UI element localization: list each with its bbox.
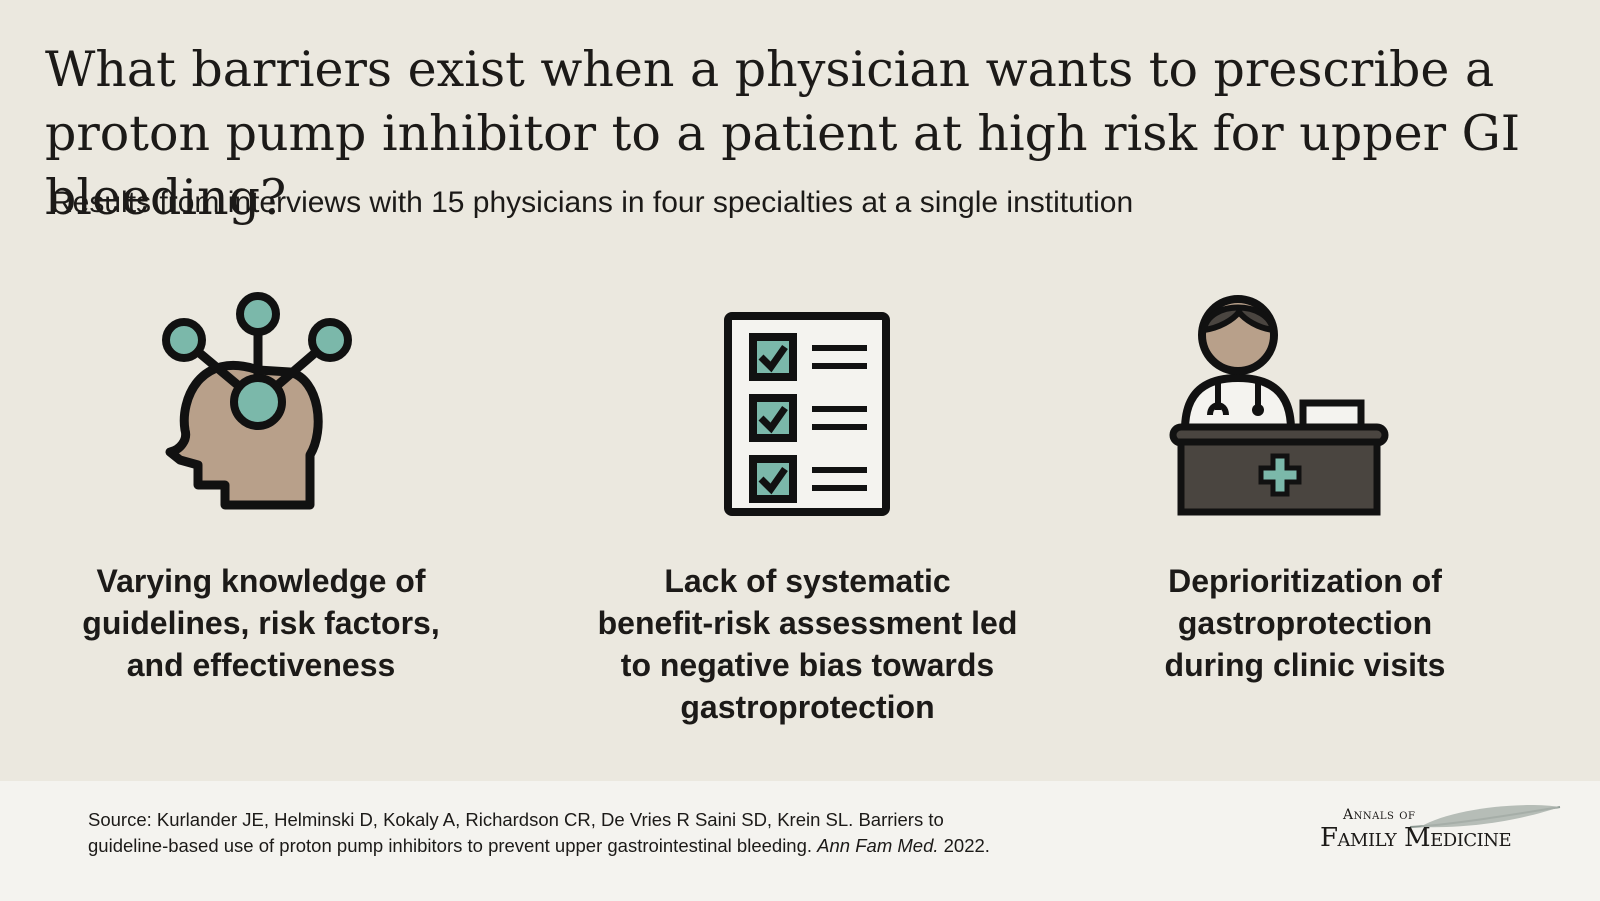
page-subtitle: Results from interviews with 15 physicia… bbox=[51, 186, 1134, 219]
caption-line: to negative bias towards bbox=[620, 647, 995, 683]
infographic-main: What barriers exist when a physician wan… bbox=[0, 41, 1565, 750]
barrier-caption: Varying knowledge of guidelines, risk fa… bbox=[0, 560, 522, 686]
citation-year: 2022. bbox=[943, 835, 990, 856]
barrier-card-assessment: Lack of systematic benefit-risk assessme… bbox=[530, 290, 1085, 750]
source-citation: Source: Kurlander JE, Helminski D, Kokal… bbox=[88, 807, 1088, 859]
barrier-caption: Lack of systematic benefit-risk assessme… bbox=[530, 560, 1085, 728]
checklist-icon bbox=[724, 312, 890, 516]
feather-icon bbox=[1409, 805, 1561, 828]
caption-line: and effectiveness bbox=[126, 647, 396, 683]
caption-line: gastroprotection bbox=[1177, 605, 1433, 641]
head-network-icon bbox=[162, 292, 352, 510]
caption-line: during clinic visits bbox=[1164, 647, 1446, 683]
journal-abbrev: Ann Fam Med. bbox=[817, 835, 939, 856]
source-text: guideline-based use of proton pump inhib… bbox=[88, 835, 813, 856]
caption-line: guidelines, risk factors, bbox=[82, 605, 440, 641]
caption-line: Lack of systematic bbox=[664, 563, 951, 599]
logo-small-text: Annals of bbox=[1343, 807, 1416, 823]
footer: Source: Kurlander JE, Helminski D, Kokal… bbox=[0, 781, 1600, 901]
caption-line: Deprioritization of bbox=[1168, 563, 1442, 599]
barrier-card-knowledge: Varying knowledge of guidelines, risk fa… bbox=[0, 290, 522, 750]
caption-line: benefit-risk assessment led bbox=[597, 605, 1018, 641]
source-line: guideline-based use of proton pump inhib… bbox=[88, 833, 1088, 859]
source-line: Source: Kurlander JE, Helminski D, Kokal… bbox=[88, 809, 944, 830]
journal-logo: Annals of Family Medicine bbox=[1320, 803, 1565, 863]
caption-line: gastroprotection bbox=[680, 689, 935, 725]
logo-big-text: Family Medicine bbox=[1320, 823, 1512, 853]
barrier-card-deprioritization: Deprioritization of gastroprotection dur… bbox=[1045, 290, 1565, 750]
barrier-caption: Deprioritization of gastroprotection dur… bbox=[1045, 560, 1565, 686]
physician-desk-icon bbox=[1169, 295, 1389, 516]
page-title: What barriers exist when a physician wan… bbox=[45, 41, 1521, 226]
caption-line: Varying knowledge of bbox=[96, 563, 426, 599]
